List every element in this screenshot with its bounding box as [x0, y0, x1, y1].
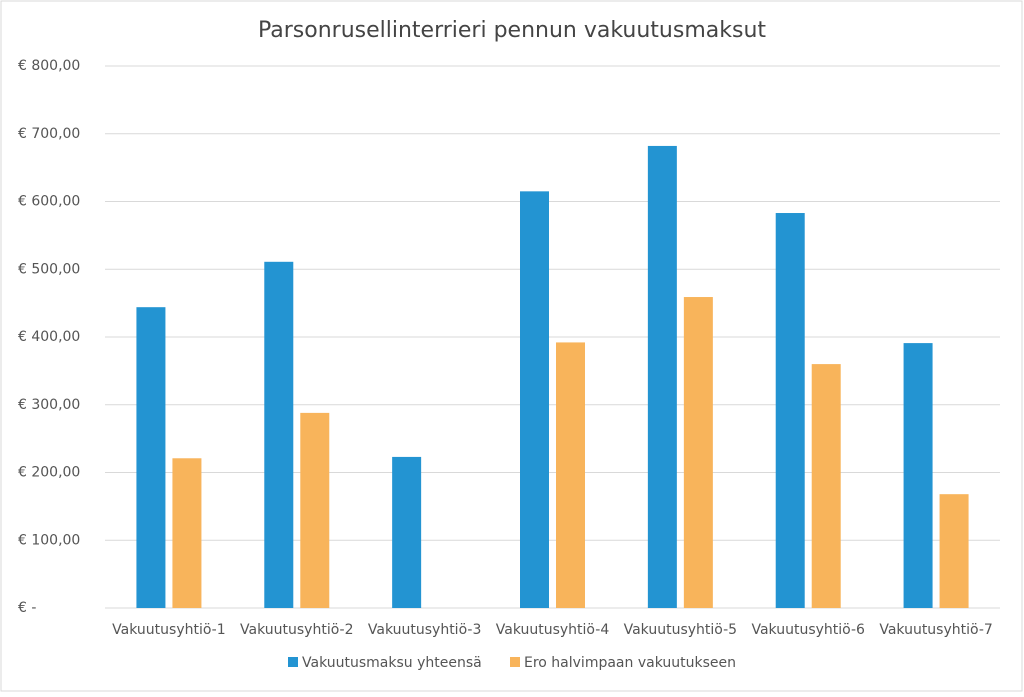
bar — [811, 364, 841, 608]
bar — [939, 494, 969, 608]
y-tick-label: € 400,00 — [18, 329, 80, 345]
bar — [172, 458, 202, 608]
x-tick-label: Vakuutusyhtiö-2 — [240, 622, 353, 638]
bar — [556, 342, 585, 608]
bar — [136, 307, 166, 608]
bar — [264, 261, 294, 608]
bar — [392, 456, 422, 608]
x-tick-label: Vakuutusyhtiö-5 — [624, 622, 737, 638]
x-tick-label: Vakuutusyhtiö-4 — [496, 622, 610, 638]
chart-title: Parsonrusellinterrieri pennun vakuutusma… — [258, 18, 766, 43]
bar — [300, 412, 330, 608]
y-tick-label: € 200,00 — [18, 465, 80, 481]
bar — [775, 213, 805, 608]
legend-swatch — [510, 657, 520, 667]
x-tick-label: Vakuutusyhtiö-7 — [879, 622, 992, 638]
bar — [683, 297, 713, 608]
legend-swatch — [288, 657, 298, 667]
legend-label: Ero halvimpaan vakuutukseen — [524, 655, 736, 671]
bar — [647, 145, 677, 608]
bar — [520, 191, 549, 608]
x-tick-label: Vakuutusyhtiö-3 — [368, 622, 481, 638]
legend-label: Vakuutusmaksu yhteensä — [302, 655, 482, 671]
bar — [903, 343, 933, 608]
y-tick-label: € - — [18, 600, 36, 616]
x-tick-label: Vakuutusyhtiö-6 — [751, 622, 865, 638]
y-tick-label: € 700,00 — [18, 126, 80, 142]
x-tick-label: Vakuutusyhtiö-1 — [112, 622, 225, 638]
y-tick-label: € 600,00 — [18, 194, 80, 210]
y-tick-label: € 100,00 — [18, 532, 80, 548]
y-tick-label: € 800,00 — [18, 58, 80, 74]
y-tick-label: € 500,00 — [18, 261, 80, 277]
y-tick-label: € 300,00 — [18, 397, 80, 413]
